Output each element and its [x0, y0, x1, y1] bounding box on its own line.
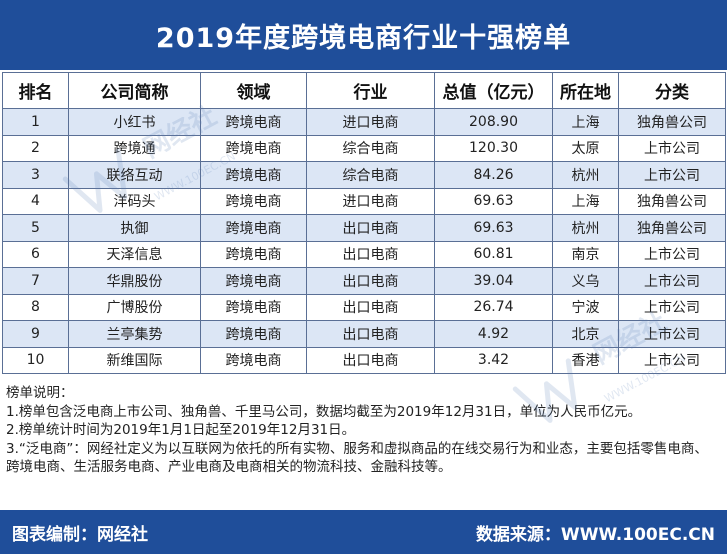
cell-location: 义乌	[552, 267, 619, 295]
cell-rank: 2	[2, 134, 69, 162]
cell-category: 上市公司	[618, 240, 726, 268]
table-row: 10 新维国际 跨境电商 出口电商 3.42 香港 上市公司	[2, 346, 726, 374]
header-company: 公司简称	[68, 72, 201, 109]
cell-location: 上海	[552, 187, 619, 215]
notes-line: 2.榜单统计时间为2019年1月1日起至2019年12月31日。	[6, 422, 356, 438]
cell-location: 宁波	[552, 293, 619, 321]
cell-location: 南京	[552, 240, 619, 268]
header-total-value: 总值（亿元）	[434, 72, 553, 109]
title-bar: 2019年度跨境电商行业十强榜单	[0, 0, 727, 70]
notes-line: 1.榜单包含泛电商上市公司、独角兽、千里马公司，数据均截至为2019年12月31…	[6, 403, 642, 420]
page-title: 2019年度跨境电商行业十强榜单	[155, 22, 572, 54]
cell-company: 广博股份	[68, 293, 201, 321]
table-row: 1 小红书 跨境电商 进口电商 208.90 上海 独角兽公司	[2, 108, 726, 136]
cell-company: 洋码头	[68, 187, 201, 215]
cell-rank: 9	[2, 320, 69, 348]
cell-industry: 出口电商	[306, 267, 435, 295]
cell-industry: 出口电商	[306, 293, 435, 321]
cell-company: 小红书	[68, 108, 201, 136]
cell-total-value: 3.42	[434, 346, 553, 374]
cell-industry: 综合电商	[306, 134, 435, 162]
cell-industry: 进口电商	[306, 187, 435, 215]
table-row: 4 洋码头 跨境电商 进口电商 69.63 上海 独角兽公司	[2, 187, 726, 215]
header-rank: 排名	[2, 72, 69, 109]
header-industry: 行业	[306, 72, 435, 109]
table-row: 8 广博股份 跨境电商 出口电商 26.74 宁波 上市公司	[2, 293, 726, 321]
cell-location: 杭州	[552, 214, 619, 242]
table-row: 6 天泽信息 跨境电商 出口电商 60.81 南京 上市公司	[2, 240, 726, 268]
cell-category: 上市公司	[618, 161, 726, 189]
cell-field: 跨境电商	[200, 267, 307, 295]
table-row: 3 联络互动 跨境电商 综合电商 84.26 杭州 上市公司	[2, 161, 726, 189]
cell-rank: 3	[2, 161, 69, 189]
cell-location: 北京	[552, 320, 619, 348]
table-row: 7 华鼎股份 跨境电商 出口电商 39.04 义乌 上市公司	[2, 267, 726, 295]
cell-company: 跨境通	[68, 134, 201, 162]
cell-total-value: 39.04	[434, 267, 553, 295]
cell-total-value: 120.30	[434, 134, 553, 162]
cell-field: 跨境电商	[200, 187, 307, 215]
cell-rank: 5	[2, 214, 69, 242]
cell-total-value: 69.63	[434, 214, 553, 242]
cell-field: 跨境电商	[200, 134, 307, 162]
cell-company: 华鼎股份	[68, 267, 201, 295]
cell-rank: 8	[2, 293, 69, 321]
cell-company: 兰亭集势	[68, 320, 201, 348]
cell-total-value: 208.90	[434, 108, 553, 136]
cell-industry: 进口电商	[306, 108, 435, 136]
footer-bar: 图表编制：网经社 数据来源：WWW.100EC.CN	[0, 510, 727, 554]
cell-total-value: 4.92	[434, 320, 553, 348]
cell-company: 联络互动	[68, 161, 201, 189]
cell-total-value: 26.74	[434, 293, 553, 321]
footer-source: 数据来源：WWW.100EC.CN	[475, 524, 715, 545]
cell-industry: 出口电商	[306, 214, 435, 242]
cell-total-value: 84.26	[434, 161, 553, 189]
cell-category: 独角兽公司	[618, 187, 726, 215]
notes-line: 3.“泛电商”：网经社定义为以互联网为依托的所有实物、服务和虚拟商品的在线交易行…	[6, 440, 708, 476]
cell-category: 上市公司	[618, 134, 726, 162]
cell-location: 杭州	[552, 161, 619, 189]
table-header-row: 排名 公司简称 领域 行业 总值（亿元） 所在地 分类	[2, 72, 726, 109]
cell-rank: 1	[2, 108, 69, 136]
cell-field: 跨境电商	[200, 108, 307, 136]
cell-total-value: 69.63	[434, 187, 553, 215]
cell-category: 上市公司	[618, 346, 726, 374]
cell-field: 跨境电商	[200, 161, 307, 189]
cell-industry: 出口电商	[306, 320, 435, 348]
cell-category: 独角兽公司	[618, 214, 726, 242]
cell-category: 上市公司	[618, 320, 726, 348]
table-row: 5 执御 跨境电商 出口电商 69.63 杭州 独角兽公司	[2, 214, 726, 242]
cell-company: 新维国际	[68, 346, 201, 374]
cell-field: 跨境电商	[200, 293, 307, 321]
cell-total-value: 60.81	[434, 240, 553, 268]
table-row: 2 跨境通 跨境电商 综合电商 120.30 太原 上市公司	[2, 134, 726, 162]
cell-rank: 7	[2, 267, 69, 295]
cell-rank: 4	[2, 187, 69, 215]
cell-company: 天泽信息	[68, 240, 201, 268]
cell-category: 上市公司	[618, 293, 726, 321]
ranking-notes: 榜单说明： 1.榜单包含泛电商上市公司、独角兽、千里马公司，数据均截至为2019…	[2, 382, 725, 508]
header-location: 所在地	[552, 72, 619, 109]
cell-field: 跨境电商	[200, 346, 307, 374]
cell-industry: 出口电商	[306, 346, 435, 374]
cell-company: 执御	[68, 214, 201, 242]
cell-field: 跨境电商	[200, 214, 307, 242]
table-row: 9 兰亭集势 跨境电商 出口电商 4.92 北京 上市公司	[2, 320, 726, 348]
cell-location: 太原	[552, 134, 619, 162]
cell-industry: 出口电商	[306, 240, 435, 268]
header-category: 分类	[618, 72, 726, 109]
cell-category: 上市公司	[618, 267, 726, 295]
cell-field: 跨境电商	[200, 240, 307, 268]
header-field: 领域	[200, 72, 307, 109]
cell-category: 独角兽公司	[618, 108, 726, 136]
cell-field: 跨境电商	[200, 320, 307, 348]
cell-industry: 综合电商	[306, 161, 435, 189]
cell-location: 香港	[552, 346, 619, 374]
cell-location: 上海	[552, 108, 619, 136]
cell-rank: 6	[2, 240, 69, 268]
notes-heading: 榜单说明：	[6, 385, 74, 401]
cell-rank: 10	[2, 346, 69, 374]
footer-credit: 图表编制：网经社	[12, 524, 148, 545]
ranking-table: 排名 公司简称 领域 行业 总值（亿元） 所在地 分类 1 小红书 跨境电商 进…	[2, 72, 726, 374]
